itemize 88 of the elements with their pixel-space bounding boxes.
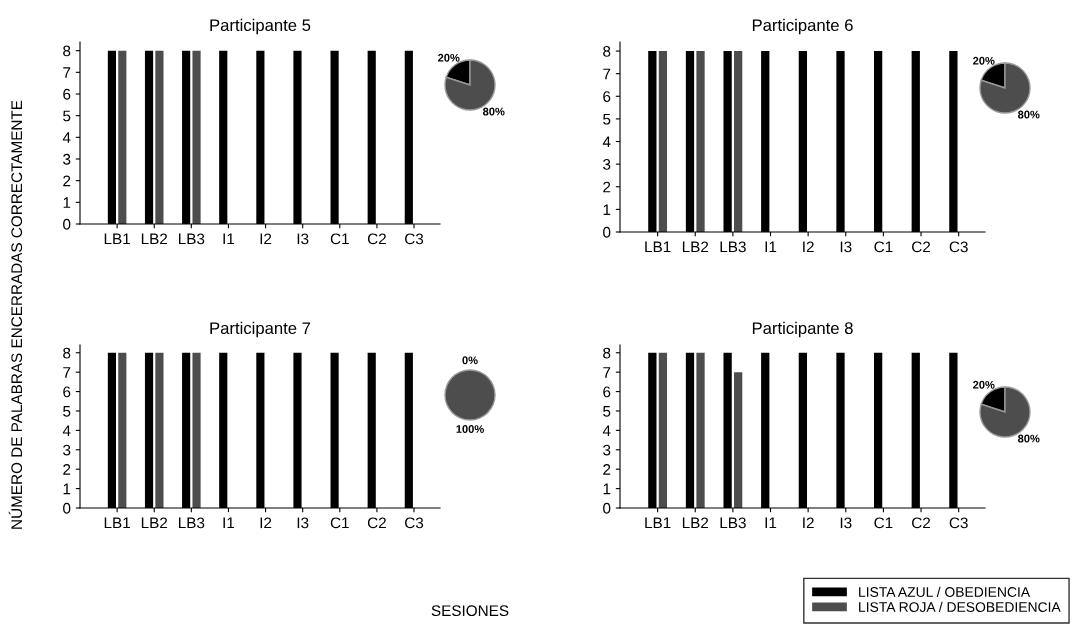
- x-tick-label: C2: [367, 517, 386, 529]
- x-tick-label: LB1: [104, 517, 130, 529]
- x-tick-label: C3: [949, 517, 968, 529]
- chart-title: Participante 6: [752, 18, 853, 35]
- y-tick-label: 0: [63, 218, 71, 230]
- chart-title: Participante 7: [210, 321, 311, 338]
- x-tick-label: LB3: [720, 517, 746, 529]
- y-tick-label: 7: [63, 67, 71, 78]
- y-tick-label: 2: [603, 181, 611, 193]
- x-tick-label: LB3: [179, 517, 205, 529]
- x-tick-label: C1: [330, 517, 349, 529]
- x-tick-label: C3: [405, 517, 424, 529]
- x-tick-label: I2: [803, 517, 814, 529]
- chart-title: Participante 5: [210, 18, 311, 35]
- x-tick-label: LB2: [682, 241, 709, 253]
- data-label: 80%: [1017, 434, 1040, 443]
- y-tick-label: 4: [62, 132, 71, 143]
- x-axis-title: SESIONES: [431, 605, 509, 617]
- y-tick-label: 5: [603, 113, 611, 125]
- chart-title: Participante 8: [752, 321, 853, 338]
- x-tick-label: LB3: [720, 241, 746, 253]
- y-tick-label: 8: [63, 347, 71, 359]
- text: 0%: [462, 356, 478, 365]
- y-tick-label: 8: [603, 45, 611, 57]
- y-tick-label: 8: [603, 347, 611, 359]
- legend-label: LISTA AZUL / OBEDIENCIA: [859, 586, 1031, 597]
- data-label: 100%: [456, 425, 484, 433]
- x-tick-label: LB2: [141, 233, 168, 245]
- x-tick-label: LB1: [104, 233, 130, 245]
- y-tick-label: 3: [63, 153, 71, 165]
- y-tick-label: 7: [63, 367, 71, 378]
- data-label: 80%: [482, 107, 505, 116]
- x-tick-label: C3: [405, 233, 424, 245]
- x-tick-label: LB2: [682, 517, 709, 529]
- x-tick-label: I3: [840, 517, 852, 529]
- x-tick-label: LB3: [179, 233, 205, 245]
- x-tick-label: LB2: [141, 517, 168, 529]
- x-tick-label: C3: [949, 241, 968, 253]
- data-label: 20%: [438, 53, 460, 62]
- x-tick-label: C1: [874, 241, 893, 253]
- y-tick-label: 1: [603, 483, 611, 495]
- x-tick-label: I1: [765, 241, 777, 253]
- x-tick-label: I2: [803, 241, 814, 253]
- y-tick-label: 1: [63, 197, 71, 208]
- y-tick-label: 0: [603, 502, 611, 514]
- y-tick-label: 0: [603, 226, 611, 238]
- x-tick-label: C1: [330, 233, 349, 245]
- y-tick-label: 0: [63, 502, 71, 514]
- x-tick-label: I1: [765, 517, 777, 529]
- y-tick-label: 5: [63, 406, 71, 417]
- y-tick-label: 6: [603, 91, 611, 102]
- y-tick-label: 5: [603, 406, 611, 417]
- y-tick-label: 2: [63, 175, 71, 187]
- x-tick-label: C1: [874, 517, 893, 529]
- y-tick-label: 2: [603, 464, 611, 475]
- y-tick-label: 3: [603, 444, 611, 456]
- y-tick-label: 6: [603, 386, 611, 398]
- x-tick-label: LB1: [645, 241, 671, 253]
- data-label: 20%: [973, 380, 995, 389]
- x-tick-label: I2: [260, 517, 272, 529]
- data-label: 20%: [973, 56, 995, 65]
- x-tick-label: I1: [223, 233, 235, 245]
- x-tick-label: C2: [912, 241, 931, 253]
- y-tick-label: 2: [63, 464, 71, 475]
- y-tick-label: 5: [63, 110, 71, 122]
- y-tick-label: 8: [63, 45, 71, 57]
- y-tick-label: 6: [63, 386, 71, 398]
- y-tick-label: 6: [63, 88, 71, 100]
- y-tick-label: 1: [63, 483, 71, 495]
- x-tick-label: LB1: [645, 517, 671, 529]
- y-tick-label: 4: [602, 136, 611, 148]
- data-label: 80%: [1017, 110, 1040, 119]
- legend-label: LISTA ROJA / DESOBEDIENCIA: [859, 601, 1061, 612]
- y-tick-label: 7: [603, 68, 611, 80]
- y-tick-label: 3: [63, 444, 71, 456]
- x-tick-label: I3: [297, 517, 309, 529]
- x-tick-label: I2: [260, 233, 272, 245]
- y-tick-label: 7: [603, 367, 611, 378]
- y-tick-label: 3: [603, 159, 611, 170]
- x-tick-label: I3: [840, 241, 852, 253]
- y-axis-title: NÚMERO DE PALABRAS ENCERRADAS CORRECTAMENTE: [8, 100, 23, 529]
- x-tick-label: C2: [367, 233, 386, 245]
- x-tick-label: C2: [912, 517, 931, 529]
- x-tick-label: I3: [297, 233, 309, 245]
- y-tick-label: 4: [602, 425, 611, 436]
- y-tick-label: 4: [62, 425, 71, 436]
- x-tick-label: I1: [223, 517, 235, 529]
- y-tick-label: 1: [603, 204, 611, 215]
